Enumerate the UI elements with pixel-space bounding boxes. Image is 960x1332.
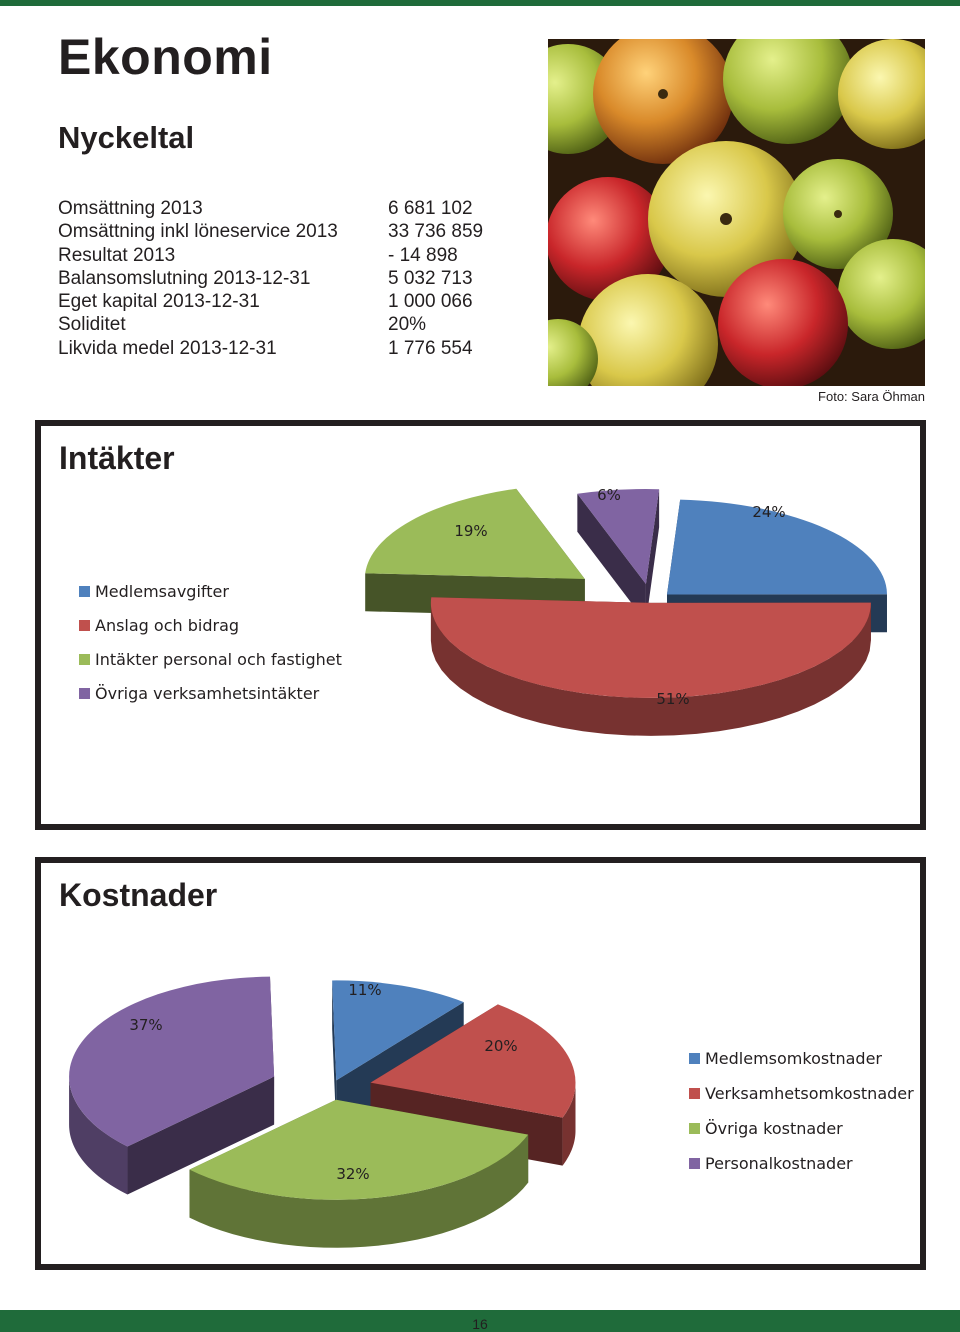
section-heading-nyckeltal: Nyckeltal (58, 120, 195, 155)
photo-credit: Foto: Sara Öhman (818, 389, 925, 404)
legend-swatch (79, 585, 90, 597)
slice-outer-wall (69, 1076, 128, 1195)
legend-label: Personalkostnader (705, 1154, 853, 1173)
legend-label: Medlemsavgifter (95, 581, 229, 601)
key-figure-value: 33 736 859 (388, 221, 484, 243)
key-figure-value: 1 000 066 (388, 291, 473, 313)
legend-item: Medlemsomkostnader (689, 1041, 914, 1076)
slice-top (69, 976, 275, 1147)
legend-swatch (689, 1123, 700, 1134)
pie-data-label: 37% (129, 1016, 162, 1034)
key-figure-value: 20% (388, 314, 427, 336)
page-title: Ekonomi (58, 29, 273, 85)
key-figure-label: Likvida medel 2013-12-31 (58, 337, 277, 359)
costs-chart-panel: Kostnader Medlemsomkostnader Verksamhets… (35, 857, 926, 1270)
legend-item: Övriga kostnader (689, 1111, 914, 1146)
pie-data-label: 19% (454, 522, 487, 540)
key-figure-label: Balansomslutning 2013-12-31 (58, 267, 311, 289)
legend-swatch (689, 1158, 700, 1169)
pie-data-label: 32% (336, 1165, 369, 1183)
slice-outer-wall (430, 602, 871, 736)
pie-data-label: 51% (656, 690, 689, 708)
page-number: 16 (472, 1316, 488, 1332)
apples-illustration (548, 39, 925, 386)
top-brand-bar (0, 0, 960, 6)
slice-side-wall (577, 493, 646, 623)
slice-top (365, 488, 585, 579)
costs-chart-title: Kostnader (59, 877, 218, 913)
key-figure-row: Resultat 2013 - 14 898 (58, 244, 483, 267)
legend-label: Övriga kostnader (705, 1119, 843, 1138)
legend-label: Intäkter personal och fastighet (95, 649, 342, 669)
slice-top (370, 1004, 576, 1118)
pie-slice-4 (577, 489, 660, 623)
bottom-brand-bar (0, 1310, 960, 1332)
legend-item: Övriga verksamhetsintäkter (79, 676, 342, 710)
key-figure-row: Omsättning inkl löneservice 2013 33 736 8… (58, 220, 483, 243)
pie-slice-3 (189, 1099, 529, 1248)
key-figure-value: 6 681 102 (388, 198, 473, 219)
slice-outer-wall (189, 1134, 529, 1248)
key-figure-label: Eget kapital 2013-12-31 (58, 291, 260, 313)
legend-label: Anslag och bidrag (95, 615, 240, 635)
key-figure-row: Eget kapital 2013-12-31 1 000 066 (58, 290, 483, 313)
legend-swatch (79, 619, 90, 631)
key-figure-value: 5 032 713 (388, 267, 473, 289)
pie-data-label: 20% (484, 1037, 517, 1055)
pie-data-label: 6% (597, 486, 621, 504)
slice-top (577, 489, 660, 585)
pie-slice-2 (430, 597, 871, 736)
key-figure-value: 1 776 554 (388, 337, 473, 359)
income-pie-chart: 24% 51% 19% 6% (365, 486, 887, 736)
legend-item: Anslag och bidrag (79, 608, 342, 642)
key-figure-row: Soliditet 20% (58, 313, 483, 336)
legend-swatch (689, 1053, 700, 1064)
key-figure-label: Omsättning 2013 (58, 198, 203, 219)
key-figure-row: Balansomslutning 2013-12-31 5 032 713 (58, 267, 483, 290)
legend-item: Medlemsavgifter (79, 574, 342, 608)
legend-swatch (79, 653, 90, 665)
legend-label: Verksamhetsomkostnader (705, 1084, 914, 1103)
income-chart-panel: Intäkter Medlemsavgifter Anslag och bidr… (35, 420, 926, 830)
income-chart-title: Intäkter (59, 440, 175, 476)
income-legend: Medlemsavgifter Anslag och bidrag Intäkt… (79, 574, 342, 710)
pie-slice-4 (69, 976, 275, 1195)
pie-data-label: 24% (752, 503, 785, 521)
costs-pie-chart: 11% 20% 32% 37% (69, 976, 576, 1248)
key-figure-value: - 14 898 (388, 244, 458, 266)
legend-item: Personalkostnader (689, 1146, 914, 1181)
slice-top (430, 597, 871, 698)
legend-label: Övriga verksamhetsintäkter (95, 683, 320, 703)
slice-side-wall (127, 1076, 275, 1195)
pie-slice-3 (365, 488, 585, 617)
slice-top (189, 1099, 529, 1200)
slice-top (332, 980, 464, 1081)
costs-legend: Medlemsomkostnader Verksamhetsomkostnade… (689, 1041, 914, 1181)
key-figure-row: Likvida medel 2013-12-31 1 776 554 (58, 337, 483, 360)
pie-data-label: 11% (348, 981, 381, 999)
key-figure-label: Soliditet (58, 314, 126, 336)
slice-side-wall (645, 489, 660, 623)
key-figure-row: Omsättning 2013 6 681 102 (58, 197, 483, 220)
key-figure-label: Resultat 2013 (58, 244, 176, 266)
legend-swatch (689, 1088, 700, 1099)
legend-item: Intäkter personal och fastighet (79, 642, 342, 676)
slice-side-wall (332, 980, 337, 1129)
legend-item: Verksamhetsomkostnader (689, 1076, 914, 1111)
slice-outer-wall (562, 1082, 576, 1166)
key-figures-list: Omsättning 2013 6 681 102 Omsättning inkl… (58, 197, 483, 360)
slice-top (666, 499, 887, 595)
legend-swatch (79, 687, 90, 699)
legend-label: Medlemsomkostnader (705, 1049, 883, 1068)
apples-photo (548, 39, 925, 386)
key-figure-label: Omsättning inkl löneservice 2013 (58, 221, 338, 243)
